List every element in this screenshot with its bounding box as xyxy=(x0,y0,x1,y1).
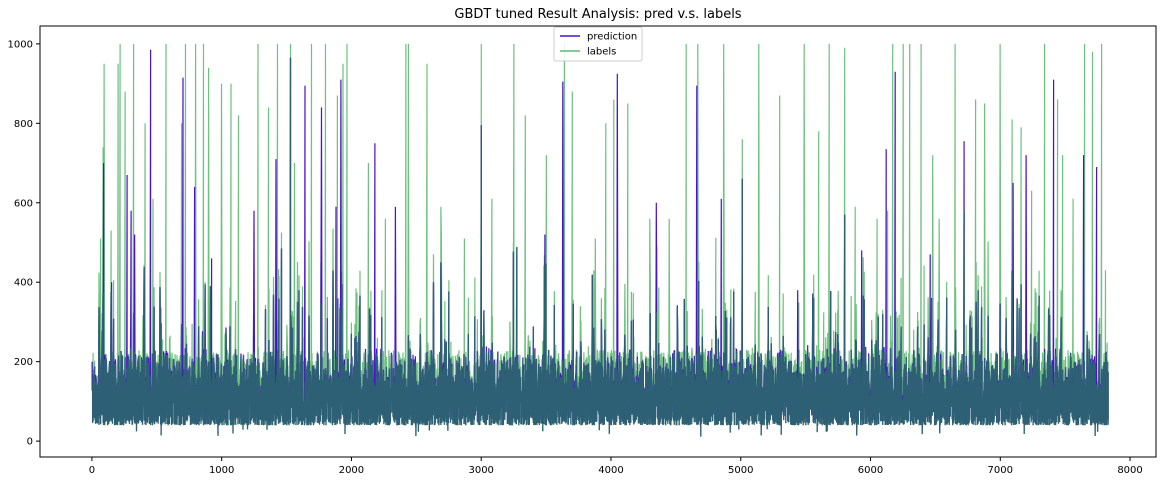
legend-label-prediction: prediction xyxy=(587,32,637,43)
y-tick-label: 600 xyxy=(14,198,33,209)
y-tick-label: 800 xyxy=(14,119,33,130)
legend: prediction labels xyxy=(553,26,643,62)
x-axis: 0 1000 2000 3000 4000 5000 6000 7000 8000 xyxy=(89,457,1143,476)
x-tick-label: 6000 xyxy=(858,465,883,476)
y-tick-label: 400 xyxy=(14,278,33,289)
y-tick-label: 200 xyxy=(14,357,33,368)
x-tick-label: 2000 xyxy=(339,465,364,476)
legend-label-labels: labels xyxy=(587,47,616,58)
series-overlap xyxy=(91,57,1109,437)
chart-title: GBDT tuned Result Analysis: pred v.s. la… xyxy=(454,7,741,22)
x-tick-label: 8000 xyxy=(1117,465,1142,476)
plot-frame xyxy=(39,25,1157,458)
y-tick-label: 0 xyxy=(27,437,33,448)
x-tick-label: 3000 xyxy=(468,465,493,476)
series-prediction xyxy=(91,49,1109,437)
y-tick-label: 1000 xyxy=(8,39,33,50)
x-tick-label: 7000 xyxy=(988,465,1013,476)
x-tick-label: 1000 xyxy=(209,465,234,476)
y-axis: 0 200 400 600 800 1000 xyxy=(8,39,40,448)
x-tick-label: 5000 xyxy=(728,465,753,476)
x-tick-label: 0 xyxy=(89,465,95,476)
x-tick-label: 4000 xyxy=(598,465,623,476)
